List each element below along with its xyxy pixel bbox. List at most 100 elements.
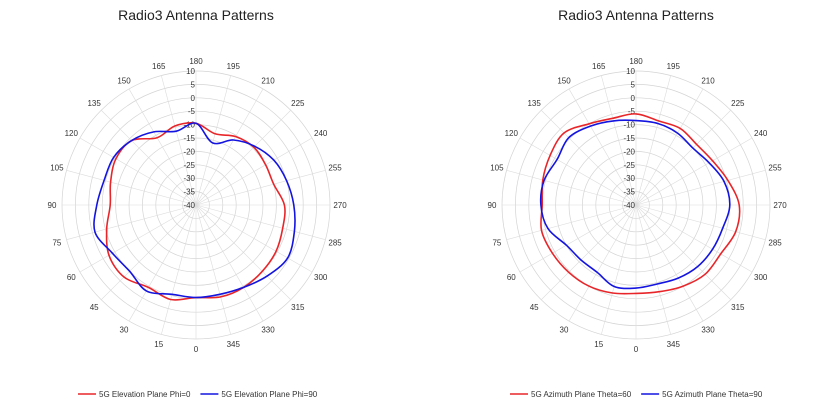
angle-tick-label: 195 — [667, 62, 681, 71]
angle-tick-label: 45 — [90, 303, 99, 312]
angle-tick-label: 285 — [328, 238, 342, 247]
angle-tick-label: 330 — [701, 326, 715, 335]
angle-tick-label: 345 — [667, 340, 681, 349]
angle-tick-label: 75 — [492, 238, 501, 247]
grid-spoke — [635, 204, 753, 273]
angle-tick-label: 180 — [189, 57, 203, 66]
angle-tick-label: 255 — [328, 164, 342, 173]
grid-spoke — [161, 204, 197, 335]
angle-tick-label: 165 — [592, 62, 606, 71]
grid-spoke — [635, 88, 704, 206]
grid-spoke — [519, 137, 637, 206]
grid-spoke — [195, 204, 313, 273]
radial-tick-label: -35 — [623, 188, 635, 197]
angle-tick-label: 225 — [731, 99, 745, 108]
radial-tick-label: -25 — [623, 161, 635, 170]
grid-spoke — [635, 204, 671, 335]
angle-tick-label: 270 — [773, 201, 787, 210]
angle-tick-label: 315 — [291, 303, 305, 312]
series-line-1 — [540, 113, 741, 295]
grid-spoke — [506, 204, 637, 240]
angle-tick-label: 150 — [117, 76, 131, 85]
angle-tick-label: 345 — [227, 340, 241, 349]
angle-tick-label: 60 — [507, 273, 516, 282]
radial-tick-label: 5 — [191, 80, 196, 89]
angle-tick-label: 210 — [261, 76, 275, 85]
grid-spoke — [161, 75, 197, 206]
radial-tick-label: -10 — [623, 121, 635, 130]
series-line-2 — [93, 122, 296, 299]
angle-tick-label: 150 — [557, 76, 571, 85]
grid-spoke — [195, 204, 264, 322]
radial-tick-label: -5 — [188, 107, 196, 116]
radial-tick-label: 0 — [631, 94, 636, 103]
grid-spoke — [635, 75, 671, 206]
legend-label-2: 5G Elevation Plane Phi=90 — [221, 390, 317, 399]
polar-chart-azimuth: Radio3 Antenna Patterns01530456075901051… — [488, 7, 788, 399]
grid-spoke — [79, 137, 197, 206]
radial-tick-label: 10 — [626, 67, 635, 76]
radial-tick-label: -30 — [183, 174, 195, 183]
radial-tick-label: -20 — [623, 147, 635, 156]
angle-tick-label: 30 — [120, 326, 129, 335]
angle-tick-label: 210 — [701, 76, 715, 85]
angle-tick-label: 330 — [261, 326, 275, 335]
radial-tick-label: -30 — [623, 174, 635, 183]
radial-tick-label: -15 — [623, 134, 635, 143]
angle-tick-label: 75 — [52, 238, 61, 247]
radial-tick-label: -25 — [183, 161, 195, 170]
grid-spoke — [195, 75, 231, 206]
angle-tick-label: 30 — [560, 326, 569, 335]
angle-tick-label: 165 — [152, 62, 166, 71]
angle-tick-label: 180 — [629, 57, 643, 66]
grid-spoke — [195, 88, 264, 206]
grid-spoke — [195, 137, 313, 206]
angle-tick-label: 15 — [154, 340, 163, 349]
grid-spoke — [66, 204, 197, 240]
grid-spoke — [79, 204, 197, 273]
grid-spoke — [635, 170, 766, 206]
angle-tick-label: 0 — [194, 345, 199, 354]
grid-spoke — [195, 204, 231, 335]
grid-spoke — [66, 170, 197, 206]
angle-tick-label: 120 — [65, 129, 79, 138]
grid-spoke — [601, 204, 637, 335]
angle-tick-label: 300 — [314, 273, 328, 282]
radial-tick-label: -40 — [623, 201, 635, 210]
radial-tick-label: 5 — [631, 80, 636, 89]
angle-tick-label: 225 — [291, 99, 305, 108]
angle-tick-label: 90 — [48, 201, 57, 210]
angle-tick-label: 315 — [731, 303, 745, 312]
chart-title: Radio3 Antenna Patterns — [558, 7, 714, 23]
radial-tick-label: -40 — [183, 201, 195, 210]
angle-tick-label: 240 — [754, 129, 768, 138]
grid-spoke — [195, 204, 326, 240]
angle-tick-label: 240 — [314, 129, 328, 138]
angle-tick-label: 45 — [530, 303, 539, 312]
grid-spoke — [635, 204, 766, 240]
radial-tick-label: -5 — [628, 107, 636, 116]
angle-tick-label: 195 — [227, 62, 241, 71]
angle-tick-label: 300 — [754, 273, 768, 282]
grid-spoke — [601, 75, 637, 206]
angle-tick-label: 15 — [594, 340, 603, 349]
grid-spoke — [195, 110, 291, 206]
angle-tick-label: 135 — [527, 99, 541, 108]
legend-label-2: 5G Azimuth Plane Theta=90 — [662, 390, 763, 399]
legend-label-1: 5G Elevation Plane Phi=0 — [99, 390, 191, 399]
angle-tick-label: 285 — [768, 238, 782, 247]
grid-spoke — [541, 204, 637, 300]
grid-spoke — [635, 204, 704, 322]
legend-label-1: 5G Azimuth Plane Theta=60 — [531, 390, 632, 399]
radial-tick-label: -35 — [183, 188, 195, 197]
angle-tick-label: 60 — [67, 273, 76, 282]
radial-tick-label: 10 — [186, 67, 195, 76]
polar-chart-elevation: Radio3 Antenna Patterns01530456075901051… — [48, 7, 348, 399]
angle-tick-label: 270 — [333, 201, 347, 210]
angle-tick-label: 255 — [768, 164, 782, 173]
chart-title: Radio3 Antenna Patterns — [118, 7, 274, 23]
grid-spoke — [128, 88, 197, 206]
grid-spoke — [568, 204, 637, 322]
grid-spoke — [195, 170, 326, 206]
